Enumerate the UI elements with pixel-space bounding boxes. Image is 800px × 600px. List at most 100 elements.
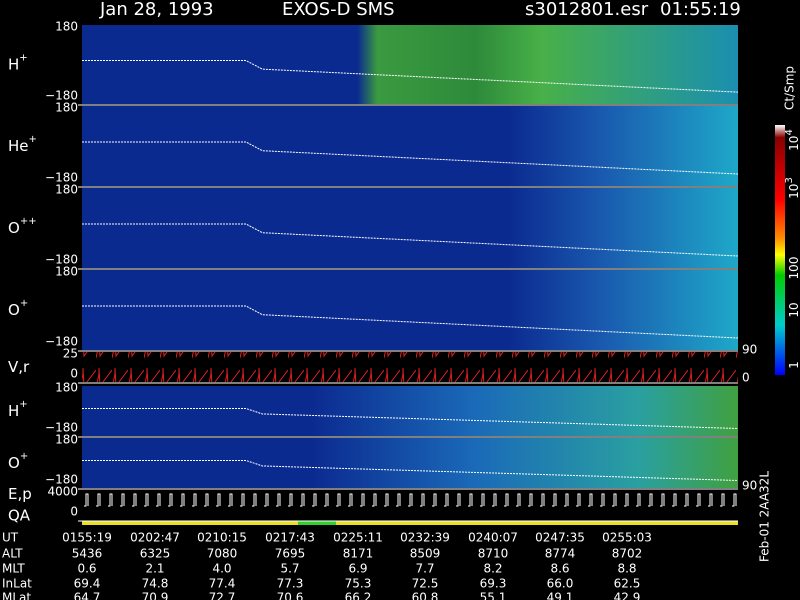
cell: 8.8	[617, 562, 636, 576]
panel-label: O++	[8, 216, 37, 237]
cell: 0217:43	[265, 531, 315, 545]
cell: 8.6	[550, 562, 569, 576]
panel	[82, 188, 738, 268]
cell: 77.3	[277, 577, 304, 591]
cell: 72.5	[412, 577, 439, 591]
date: Jan 28, 1993	[99, 0, 214, 20]
cell: 0.6	[77, 562, 96, 576]
cell: 8171	[343, 547, 374, 561]
cell: 74.8	[142, 577, 169, 591]
colorbar-label-sup: 4	[784, 129, 795, 135]
qa-bar	[82, 521, 738, 525]
cell: 0247:35	[535, 531, 585, 545]
cell: 69.3	[480, 577, 507, 591]
colorbar-unit: Ct/Smp	[783, 66, 797, 110]
panel-label-sup: +	[29, 134, 37, 145]
colorbar-label: 103	[784, 177, 800, 199]
cell: 0210:15	[197, 531, 247, 545]
cell: 49.1	[547, 591, 574, 600]
y-tick-label: 0	[70, 505, 78, 519]
colorbar-label: 104	[784, 129, 800, 151]
cell: 8702	[612, 547, 643, 561]
cell: 0240:07	[468, 531, 518, 545]
y-tick-label: 25	[63, 347, 78, 361]
qa-bar-segment	[298, 521, 336, 525]
y-tick-label: −180	[45, 473, 78, 487]
instrument: EXOS-D SMS	[282, 0, 395, 20]
panel	[82, 352, 738, 382]
y-tick-label: −180	[45, 171, 78, 185]
y-tick-label: 180	[55, 381, 78, 395]
cell: 55.1	[480, 591, 507, 600]
panel-label-sup: +	[19, 399, 27, 410]
cell: 0202:47	[130, 531, 180, 545]
cell: 77.4	[209, 577, 236, 591]
colorbar-label: 100	[787, 257, 800, 280]
time: 01:55:19	[660, 0, 741, 20]
panel-label-sup: +	[20, 451, 28, 462]
trace-line	[82, 141, 739, 175]
panel-label: O+	[8, 451, 28, 472]
panel-label-text: E,p	[8, 485, 32, 503]
row-label: UT	[2, 531, 19, 545]
colorbar-label-sup: 3	[784, 177, 795, 183]
trace-line	[82, 408, 739, 429]
panel-label-sup: +	[19, 53, 27, 64]
trace-line	[82, 223, 739, 257]
panel-label: O+	[8, 298, 28, 319]
panel-label: QA	[8, 507, 31, 525]
panel-label-text: O	[8, 301, 20, 319]
cell: 5436	[72, 547, 103, 561]
panel-label: V,r	[8, 358, 30, 376]
cell: 64.7	[74, 591, 101, 600]
cell: 70.9	[142, 591, 169, 600]
y-tick-label: −180	[45, 421, 78, 435]
cell: 66.2	[345, 591, 372, 600]
right-tick-label: 0	[742, 371, 750, 385]
colorbar-label-text: 10	[787, 302, 800, 317]
panel-label-sup: +	[20, 298, 28, 309]
cell: 69.4	[74, 577, 101, 591]
panel-label-text: V,r	[8, 358, 30, 376]
cell: 0225:11	[333, 531, 383, 545]
colorbar	[775, 125, 785, 375]
cell: 0255:03	[602, 531, 652, 545]
y-tick-label: 4000	[47, 485, 78, 499]
y-tick-label: 180	[55, 265, 78, 279]
trace-line	[82, 305, 739, 339]
panel-label: E,p	[8, 485, 32, 503]
cell: 0155:19	[62, 531, 112, 545]
cell: 8774	[545, 547, 576, 561]
colorbar-label-text: 10	[787, 184, 800, 199]
panel-label: H+	[8, 399, 28, 420]
panel-label-text: H	[8, 55, 19, 73]
trace-line	[82, 460, 739, 481]
y-tick-label: −180	[45, 335, 78, 349]
panel-label: He+	[8, 134, 37, 155]
panel	[82, 438, 738, 488]
right-tick-label: 90	[742, 479, 757, 493]
cell: 6325	[140, 547, 171, 561]
cell: 7.7	[415, 562, 434, 576]
panel-label-text: He	[8, 137, 29, 155]
panel-label-text: O	[8, 454, 20, 472]
cell: 8509	[410, 547, 441, 561]
cell: 5.7	[280, 562, 299, 576]
y-tick-label: 180	[55, 20, 78, 34]
colorbar-label: 10	[787, 302, 800, 317]
cell: 42.9	[614, 591, 641, 600]
file-name: s3012801.esr	[525, 0, 649, 20]
y-tick-label: 180	[55, 101, 78, 115]
cell: 60.8	[412, 591, 439, 600]
cell: 8710	[478, 547, 509, 561]
side-note: Feb-01 2AA32L	[758, 471, 772, 562]
row-label: MLat	[2, 591, 31, 600]
colorbar-label-text: 1	[787, 361, 800, 369]
y-tick-label: −180	[45, 89, 78, 103]
cell: 62.5	[614, 577, 641, 591]
panel	[82, 106, 738, 186]
panel-label: H+	[8, 53, 28, 74]
right-tick-label: 90	[742, 343, 757, 357]
cell: 7080	[207, 547, 238, 561]
